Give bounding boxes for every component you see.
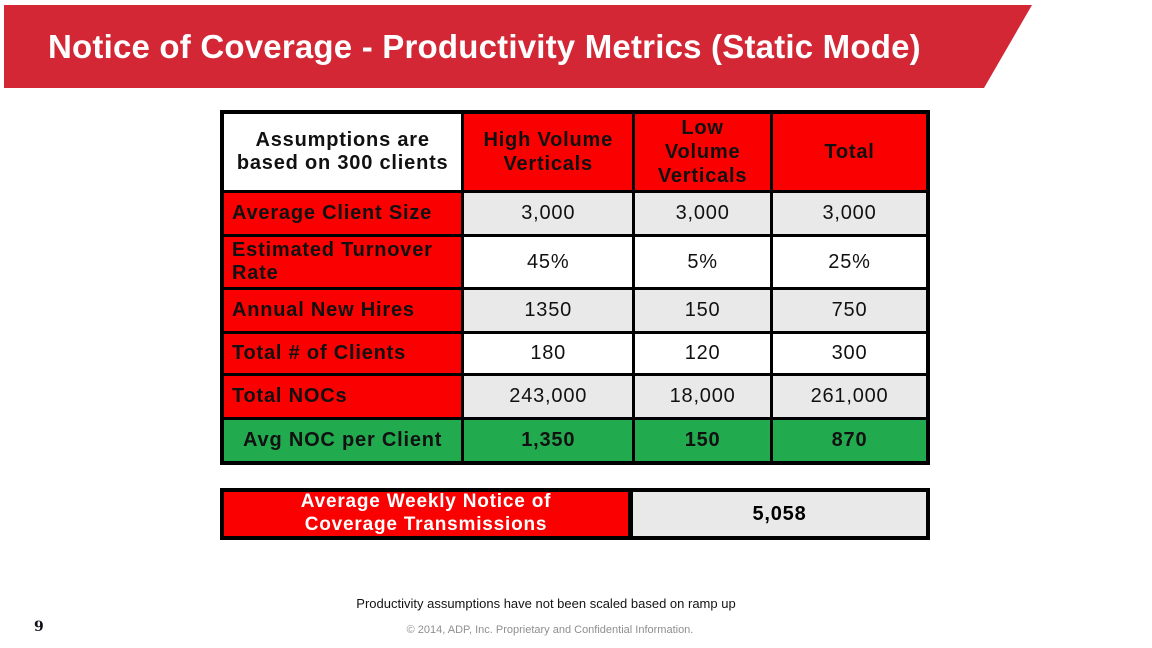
productivity-metrics-table: Assumptions are based on 300 clients Hig… xyxy=(220,110,930,465)
row-label: Estimated Turnover Rate xyxy=(220,234,465,290)
metrics-table-wrapper: Assumptions are based on 300 clients Hig… xyxy=(220,110,930,465)
row-label: Avg NOC per Client xyxy=(220,417,465,464)
cell-value: 750 xyxy=(770,287,930,334)
summary-label: Average Weekly Notice of Coverage Transm… xyxy=(224,491,633,536)
cell-value: 261,000 xyxy=(770,373,930,420)
cell-value: 870 xyxy=(770,417,930,464)
cell-value: 25% xyxy=(770,234,930,290)
table-row: Annual New Hires 1350 150 750 xyxy=(220,287,930,334)
low-volume-header-cell: Low Volume Verticals xyxy=(632,110,774,193)
title-banner: Notice of Coverage - Productivity Metric… xyxy=(4,5,1032,88)
cell-value: 5% xyxy=(632,234,774,290)
assumptions-header-cell: Assumptions are based on 300 clients xyxy=(220,110,465,193)
cell-value: 150 xyxy=(632,287,774,334)
weekly-transmissions-summary: Average Weekly Notice of Coverage Transm… xyxy=(220,488,930,540)
row-label: Annual New Hires xyxy=(220,287,465,334)
table-row: Total NOCs 243,000 18,000 261,000 xyxy=(220,373,930,420)
footnote: Productivity assumptions have not been s… xyxy=(356,596,736,611)
total-header-cell: Total xyxy=(770,110,930,193)
cell-value: 3,000 xyxy=(632,190,774,237)
cell-value: 300 xyxy=(770,331,930,376)
table-header-row: Assumptions are based on 300 clients Hig… xyxy=(220,110,930,193)
table-row: Average Client Size 3,000 3,000 3,000 xyxy=(220,190,930,237)
summary-value: 5,058 xyxy=(633,492,926,536)
table-row: Estimated Turnover Rate 45% 5% 25% xyxy=(220,234,930,290)
cell-value: 3,000 xyxy=(770,190,930,237)
table-row: Total # of Clients 180 120 300 xyxy=(220,331,930,376)
cell-value: 243,000 xyxy=(461,373,636,420)
summary-label-text: Average Weekly Notice of Coverage Transm… xyxy=(300,491,552,535)
cell-value: 45% xyxy=(461,234,636,290)
cell-value: 180 xyxy=(461,331,636,376)
cell-value: 120 xyxy=(632,331,774,376)
cell-value: 1,350 xyxy=(461,417,636,464)
cell-value: 150 xyxy=(632,417,774,464)
row-label: Total # of Clients xyxy=(220,331,465,376)
cell-value: 1350 xyxy=(461,287,636,334)
cell-value: 18,000 xyxy=(632,373,774,420)
copyright-notice: © 2014, ADP, Inc. Proprietary and Confid… xyxy=(406,624,694,636)
row-label: Average Client Size xyxy=(220,190,465,237)
table-row-highlight: Avg NOC per Client 1,350 150 870 xyxy=(220,417,930,464)
row-label: Total NOCs xyxy=(220,373,465,420)
cell-value: 3,000 xyxy=(461,190,636,237)
page-title: Notice of Coverage - Productivity Metric… xyxy=(48,27,921,65)
page-number: 9 xyxy=(34,619,44,635)
high-volume-header-cell: High Volume Verticals xyxy=(461,110,636,193)
